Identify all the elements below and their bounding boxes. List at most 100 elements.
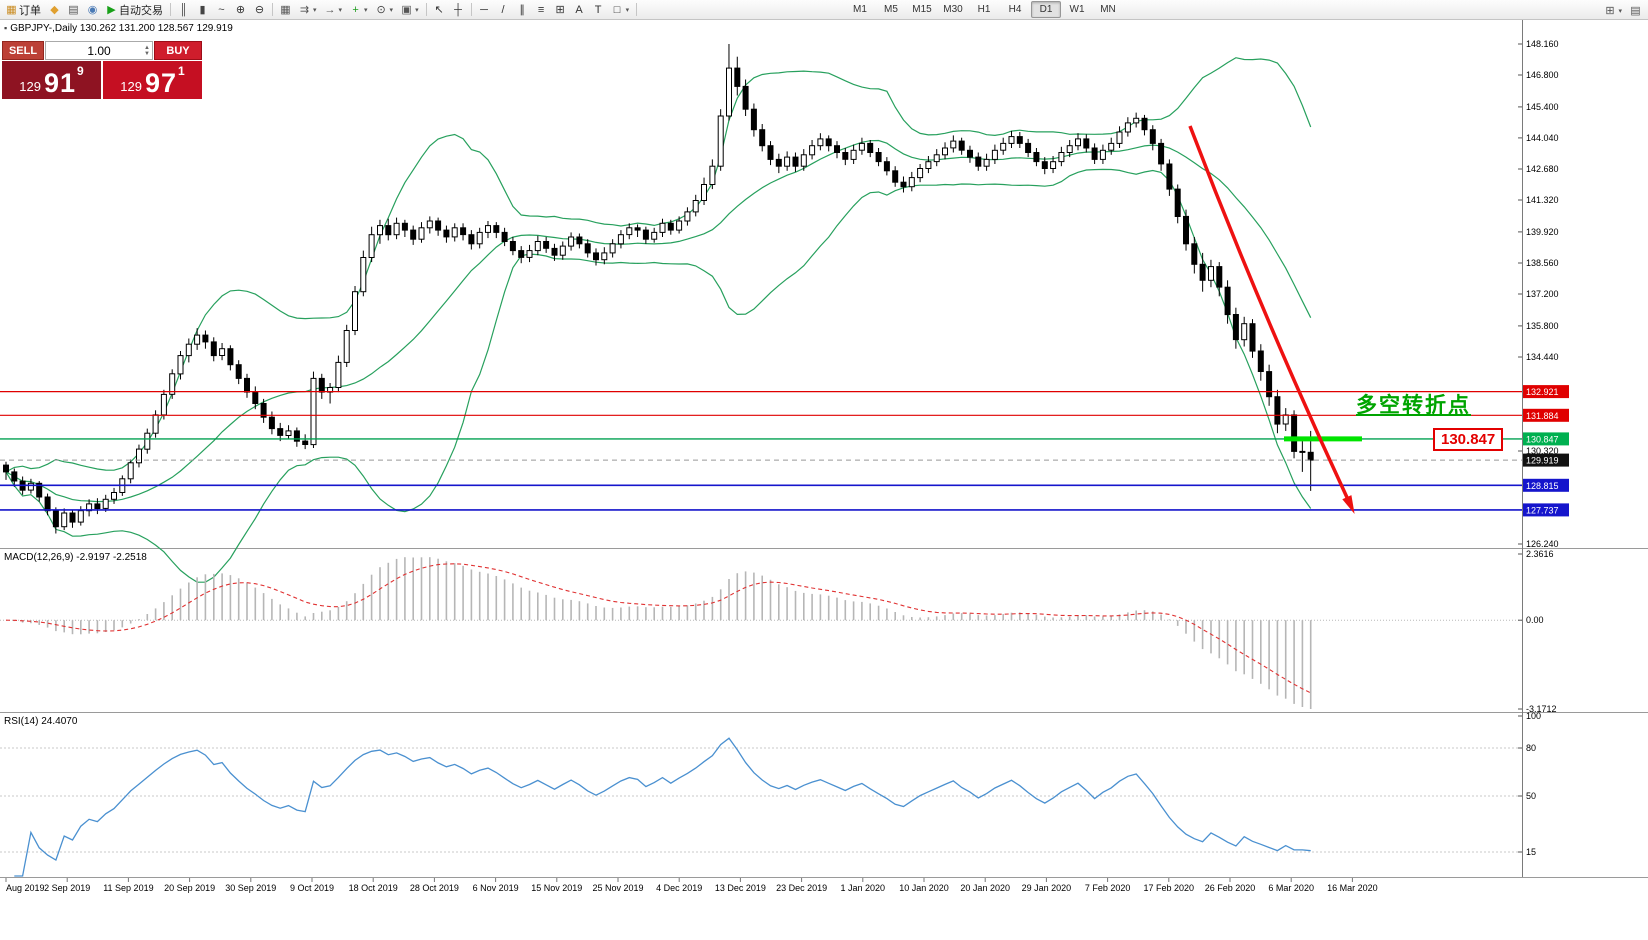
new-order-button[interactable]: ▦ 订单 (2, 0, 45, 19)
toolbar-separator (425, 3, 427, 16)
timeframe-m30[interactable]: M30 (943, 4, 963, 15)
autotrading-play-icon: ▶ (107, 3, 116, 16)
channel-icon[interactable]: ∥ (513, 0, 532, 19)
annotation-turning-point[interactable]: 多空转折点 (1356, 394, 1471, 417)
grid-icon: ⊞ (555, 3, 565, 16)
zoom-out-icon[interactable]: ⊖ (250, 0, 269, 19)
auto-scroll-icon[interactable]: ⇉ ▾ (295, 0, 321, 19)
dropdown-caret-icon: ▾ (313, 6, 317, 14)
date-label: 16 Mar 2020 (1327, 883, 1378, 893)
line-chart-type-icon[interactable]: ~ (212, 0, 231, 19)
tile-windows-icon[interactable]: ▦ (276, 0, 295, 19)
charts-grid-icon[interactable]: ▤ (64, 0, 83, 19)
templates-button[interactable]: ▣ ▾ (397, 0, 423, 19)
autotrading-button[interactable]: ▶ 自动交易 (102, 0, 167, 19)
price-tick-label: 135.800 (1526, 321, 1559, 331)
price-tick-label: 134.440 (1526, 352, 1559, 362)
zoom-in-icon[interactable]: ⊕ (231, 0, 250, 19)
price-callout[interactable]: 130.847 (1433, 428, 1504, 451)
rsi-line (14, 737, 1311, 877)
shapes-icon[interactable]: □ ▾ (608, 0, 634, 19)
candlestick-chart-type-icon[interactable]: ▮ (193, 0, 212, 19)
dropdown-caret-icon: ▾ (364, 6, 368, 14)
date-label: 9 Oct 2019 (290, 883, 334, 893)
add-indicator-icon: + (352, 3, 359, 16)
timeframe-h1[interactable]: H1 (977, 4, 991, 15)
price-tick-label: 145.400 (1526, 102, 1559, 112)
timeframe-h4[interactable]: H4 (1008, 4, 1022, 15)
buy-button[interactable]: BUY (154, 41, 202, 60)
macd-panel: 2.3616 0.00 -3.1712 (0, 549, 1557, 714)
price-tick-label: 139.920 (1526, 227, 1559, 237)
indicators-button[interactable]: + ▾ (346, 0, 372, 19)
date-label: 26 Feb 2020 (1205, 883, 1256, 893)
chart-list-button[interactable]: ▤ (1626, 1, 1645, 20)
bar-chart-type-icon[interactable]: ║ (174, 0, 193, 19)
date-label: 15 Nov 2019 (531, 883, 582, 893)
sell-button[interactable]: SELL (2, 41, 44, 60)
timeframe-w1[interactable]: W1 (1069, 4, 1085, 15)
label-icon[interactable]: T (589, 0, 608, 19)
price-badge-label: 130.847 (1526, 434, 1559, 444)
macd-axis-label: 2.3616 (1526, 549, 1554, 559)
chart-shift-icon[interactable]: → ▾ (321, 0, 347, 19)
grid-icon[interactable]: ⊞ (551, 0, 570, 19)
rsi-axis-label: 100 (1526, 711, 1541, 721)
trendline-icon[interactable]: / (494, 0, 513, 19)
cursor-icon[interactable]: ↖ (430, 0, 449, 19)
sell-price-sup: 9 (77, 64, 84, 78)
price-tick-label: 146.800 (1526, 70, 1559, 80)
chart-list-icon: ▤ (1630, 4, 1641, 17)
date-label: 28 Oct 2019 (410, 883, 459, 893)
template-icon: ▣ (401, 3, 412, 16)
clock-icon: ⊙ (376, 3, 386, 16)
timeframe-m5[interactable]: M5 (884, 4, 898, 15)
periods-button[interactable]: ⊙ ▾ (372, 0, 398, 19)
price-tick-label: 142.680 (1526, 164, 1559, 174)
toolbar-separator (170, 3, 171, 16)
buy-price-sup: 1 (178, 64, 185, 78)
volume-spinner[interactable]: ▲ ▼ (144, 43, 150, 58)
new-chart-button[interactable]: ⊞ ▾ (1600, 1, 1626, 20)
rsi-axis-label: 80 (1526, 743, 1536, 753)
chart-icon: ▪ (4, 23, 8, 33)
text-icon[interactable]: A (570, 0, 589, 19)
price-badge-label: 129.919 (1526, 456, 1559, 466)
date-label: 2 Sep 2019 (44, 883, 90, 893)
candlestick-chart-type-icon: ▮ (199, 3, 206, 16)
horizontal-levels (0, 391, 1522, 511)
favorites-icon[interactable]: ◆ (45, 0, 64, 19)
line-chart-type-icon: ~ (218, 3, 225, 16)
volume-value: 1.00 (87, 43, 111, 58)
crosshair-icon: ┼ (454, 3, 462, 16)
sell-price-display[interactable]: 129 91 9 (2, 61, 101, 99)
horizontal-line-icon: ─ (480, 3, 488, 16)
macd-signal-line (5, 563, 1311, 694)
trend-arrow[interactable] (1188, 125, 1355, 514)
buy-price-display[interactable]: 129 97 1 (103, 61, 202, 99)
date-label: 10 Jan 2020 (899, 883, 949, 893)
dropdown-caret-icon: ▾ (415, 6, 419, 14)
price-badge-label: 127.737 (1526, 505, 1559, 515)
volume-input[interactable]: 1.00 ▲ ▼ (45, 41, 153, 60)
date-label: 30 Sep 2019 (225, 883, 276, 893)
timeframe-m1[interactable]: M1 (853, 4, 867, 15)
cursor-icon: ↖ (434, 3, 444, 16)
spin-up-icon[interactable]: ▲ (144, 44, 150, 51)
new-order-button-label: 订单 (19, 4, 41, 17)
crosshair-icon[interactable]: ┼ (449, 0, 468, 19)
timeframe-d1[interactable]: D1 (1031, 1, 1061, 18)
chart-shift-icon: → (324, 3, 336, 16)
date-label: 13 Dec 2019 (715, 883, 766, 893)
charts-grid-icon: ▤ (68, 3, 79, 16)
timeframe-m15[interactable]: M15 (912, 4, 932, 15)
date-label: 7 Feb 2020 (1085, 883, 1131, 893)
dropdown-caret-icon: ▾ (389, 6, 394, 14)
horizontal-line-icon[interactable]: ─ (475, 0, 494, 19)
spin-down-icon[interactable]: ▼ (144, 50, 150, 57)
price-badge-128.815 (1523, 478, 1569, 492)
timeframe-mn[interactable]: MN (1100, 4, 1116, 15)
refresh-icon[interactable]: ◉ (83, 0, 102, 19)
fibonacci-icon[interactable]: ≡ (532, 0, 551, 19)
